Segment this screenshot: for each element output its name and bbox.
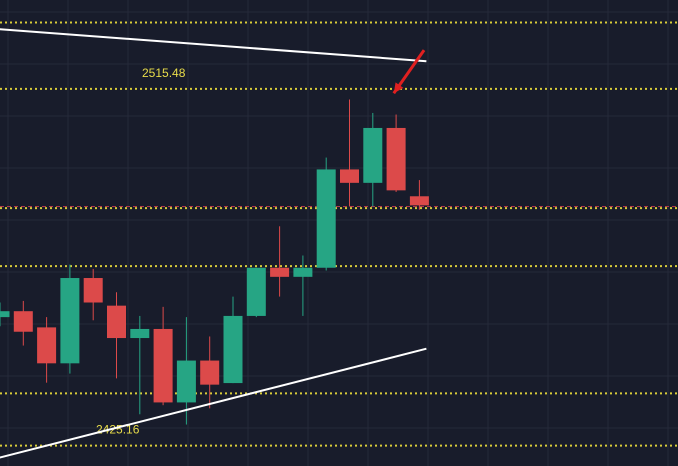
candles xyxy=(0,99,429,425)
arrow-head xyxy=(393,82,404,94)
candle-body-up xyxy=(0,311,10,318)
level-label: 2515.48 xyxy=(142,66,186,80)
candle-body-up xyxy=(246,267,266,316)
candle-body-up xyxy=(316,169,336,268)
trendline xyxy=(0,347,427,459)
candle-body-down xyxy=(386,127,406,191)
candle-body-up xyxy=(130,328,150,339)
annotations xyxy=(392,49,426,95)
candle-body-up xyxy=(60,278,80,364)
candle-body-down xyxy=(270,267,290,277)
level-label: 2425.16 xyxy=(96,423,140,437)
candle-body-down xyxy=(200,360,220,385)
candle-body-down xyxy=(409,196,429,206)
candle-body-up xyxy=(363,127,383,183)
candle-body-up xyxy=(223,315,243,384)
trendlines xyxy=(0,28,427,459)
candle-body-down xyxy=(153,328,173,403)
candle-body-down xyxy=(83,278,103,303)
candle-body-down xyxy=(37,327,57,364)
candle-body-down xyxy=(340,169,359,183)
candle-body-up xyxy=(293,267,313,277)
candle-body-down xyxy=(13,311,33,332)
trendline xyxy=(0,28,427,63)
level-lines: 2515.48 2425.16 xyxy=(0,21,678,447)
candle-body-up xyxy=(176,360,196,403)
candle-body-down xyxy=(107,305,126,339)
